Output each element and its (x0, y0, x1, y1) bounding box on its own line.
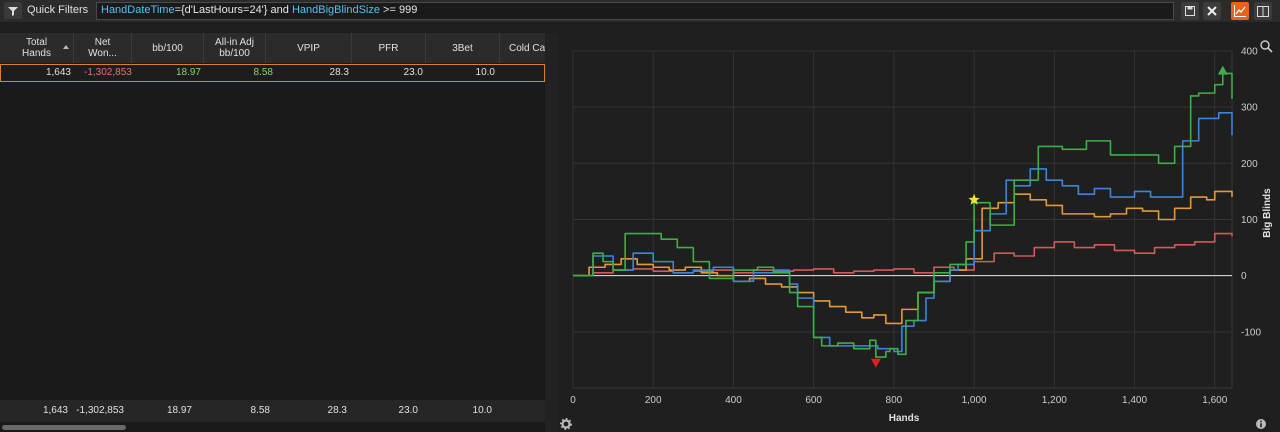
col-pfr-label: PFR (378, 42, 399, 54)
table-header: Total Hands Net Won... bb/100 All-in Adj… (0, 33, 545, 63)
y-tick-label: -100 (1241, 327, 1261, 338)
y-tick-label: 100 (1241, 215, 1258, 226)
min-marker (870, 358, 881, 368)
x-tick-label: 1,000 (962, 395, 987, 406)
cell-vpip: 28.3 (329, 67, 349, 78)
info-icon[interactable] (1256, 419, 1266, 429)
x-tick-label: 800 (886, 395, 903, 406)
graph-view-button[interactable] (1231, 2, 1249, 20)
series-line-showdown (573, 190, 1233, 325)
split-layout-button[interactable] (1254, 2, 1272, 20)
total-vpip: 28.3 (327, 405, 347, 416)
pane-splitter[interactable] (545, 33, 557, 432)
save-filter-button[interactable] (1181, 2, 1199, 20)
line-chart-icon (1234, 5, 1246, 17)
cell-bb-100: 18.97 (175, 67, 201, 78)
x-axis-label: Hands (889, 413, 920, 424)
x-tick-label: 400 (725, 395, 742, 406)
filter-expression-input[interactable]: HandDateTime={d'LastHours=24'} and HandB… (96, 2, 1174, 20)
quick-filter-bar: Quick Filters HandDateTime={d'LastHours=… (0, 0, 1280, 22)
split-view-icon (1257, 5, 1269, 17)
col-cold-call-label: Cold Ca (509, 42, 545, 54)
total-pfr: 23.0 (398, 405, 418, 416)
star-marker (968, 193, 980, 205)
chart-grid (572, 50, 1233, 389)
col-allin-adj-label: All-in Adj bb/100 (215, 37, 254, 59)
total-bb-100: 18.97 (166, 405, 192, 416)
filter-key-datetime: HandDateTime (101, 4, 175, 16)
clear-filter-button[interactable] (1203, 2, 1221, 20)
filter-key-bigblind: HandBigBlindSize (291, 4, 380, 16)
x-tick-label: 1,200 (1042, 395, 1067, 406)
x-tick-label: 200 (645, 395, 662, 406)
col-allin-adj[interactable]: All-in Adj bb/100 (204, 33, 266, 63)
max-marker (1217, 65, 1228, 75)
save-icon (1185, 6, 1195, 16)
sort-asc-icon (63, 45, 69, 49)
y-axis-ticks: 400 300 200 100 0 -100 (1241, 47, 1261, 339)
quick-filters-label: Quick Filters (27, 4, 89, 16)
profit-chart: 0 200 400 600 800 1,000 1,200 1,400 1,600 400 300… (560, 40, 1273, 430)
cell-pfr: 23.0 (403, 67, 423, 78)
x-tick-label: 1,600 (1202, 395, 1227, 406)
cell-3bet: 10.0 (475, 67, 495, 78)
y-tick-label: 400 (1241, 47, 1258, 58)
cell-allin-adj: 8.58 (253, 67, 273, 78)
series-line-all-in-adj (573, 111, 1233, 353)
chart-series (573, 72, 1233, 358)
total-hands: 1,643 (42, 405, 68, 416)
table-row[interactable]: 1,643 -1,302,853 18.97 8.58 28.3 23.0 10… (0, 64, 545, 82)
y-axis-label: Big Blinds (1262, 188, 1273, 238)
x-tick-label: 1,400 (1122, 395, 1147, 406)
gear-icon[interactable] (560, 418, 572, 430)
col-bb-100-label: bb/100 (152, 42, 183, 54)
horizontal-scrollbar[interactable] (0, 423, 545, 432)
zoom-icon[interactable] (1260, 40, 1273, 53)
col-net-won-label: Net Won... (88, 37, 117, 59)
x-axis-ticks: 0 200 400 600 800 1,000 1,200 1,400 1,600 (570, 395, 1227, 406)
cell-total-hands: 1,643 (45, 67, 71, 78)
col-net-won[interactable]: Net Won... (74, 33, 132, 63)
col-total-hands-label: Total Hands (22, 37, 51, 59)
filter-text-1: ={d'LastHours=24'} and (174, 4, 292, 16)
x-tick-label: 600 (805, 395, 822, 406)
total-allin-adj: 8.58 (250, 405, 270, 416)
col-total-hands[interactable]: Total Hands (0, 33, 74, 63)
funnel-icon (8, 6, 18, 16)
col-3bet[interactable]: 3Bet (426, 33, 500, 63)
chart-markers (870, 65, 1228, 368)
close-icon (1207, 6, 1217, 16)
total-3bet: 10.0 (472, 405, 492, 416)
table-totals-row: 1,643 -1,302,853 18.97 8.58 28.3 23.0 10… (0, 400, 545, 422)
filter-text-2: >= 999 (380, 4, 418, 16)
y-tick-label: 300 (1241, 103, 1258, 114)
total-net-won: -1,302,853 (76, 405, 124, 416)
cell-net-won: -1,302,853 (84, 67, 132, 78)
scrollbar-thumb[interactable] (2, 425, 126, 430)
y-tick-label: 0 (1241, 271, 1247, 282)
y-tick-label: 200 (1241, 159, 1258, 170)
series-line-net-won (573, 72, 1233, 358)
col-vpip[interactable]: VPIP (266, 33, 352, 63)
col-bb-100[interactable]: bb/100 (132, 33, 204, 63)
col-pfr[interactable]: PFR (352, 33, 426, 63)
filter-toggle-button[interactable] (4, 2, 22, 19)
x-tick-label: 0 (570, 395, 576, 406)
stats-table: Total Hands Net Won... bb/100 All-in Adj… (0, 33, 545, 432)
col-cold-call[interactable]: Cold Ca (500, 33, 545, 63)
col-3bet-label: 3Bet (452, 42, 473, 54)
col-vpip-label: VPIP (297, 42, 320, 54)
graph-panel: 0 200 400 600 800 1,000 1,200 1,400 1,600 400 300… (557, 33, 1280, 432)
